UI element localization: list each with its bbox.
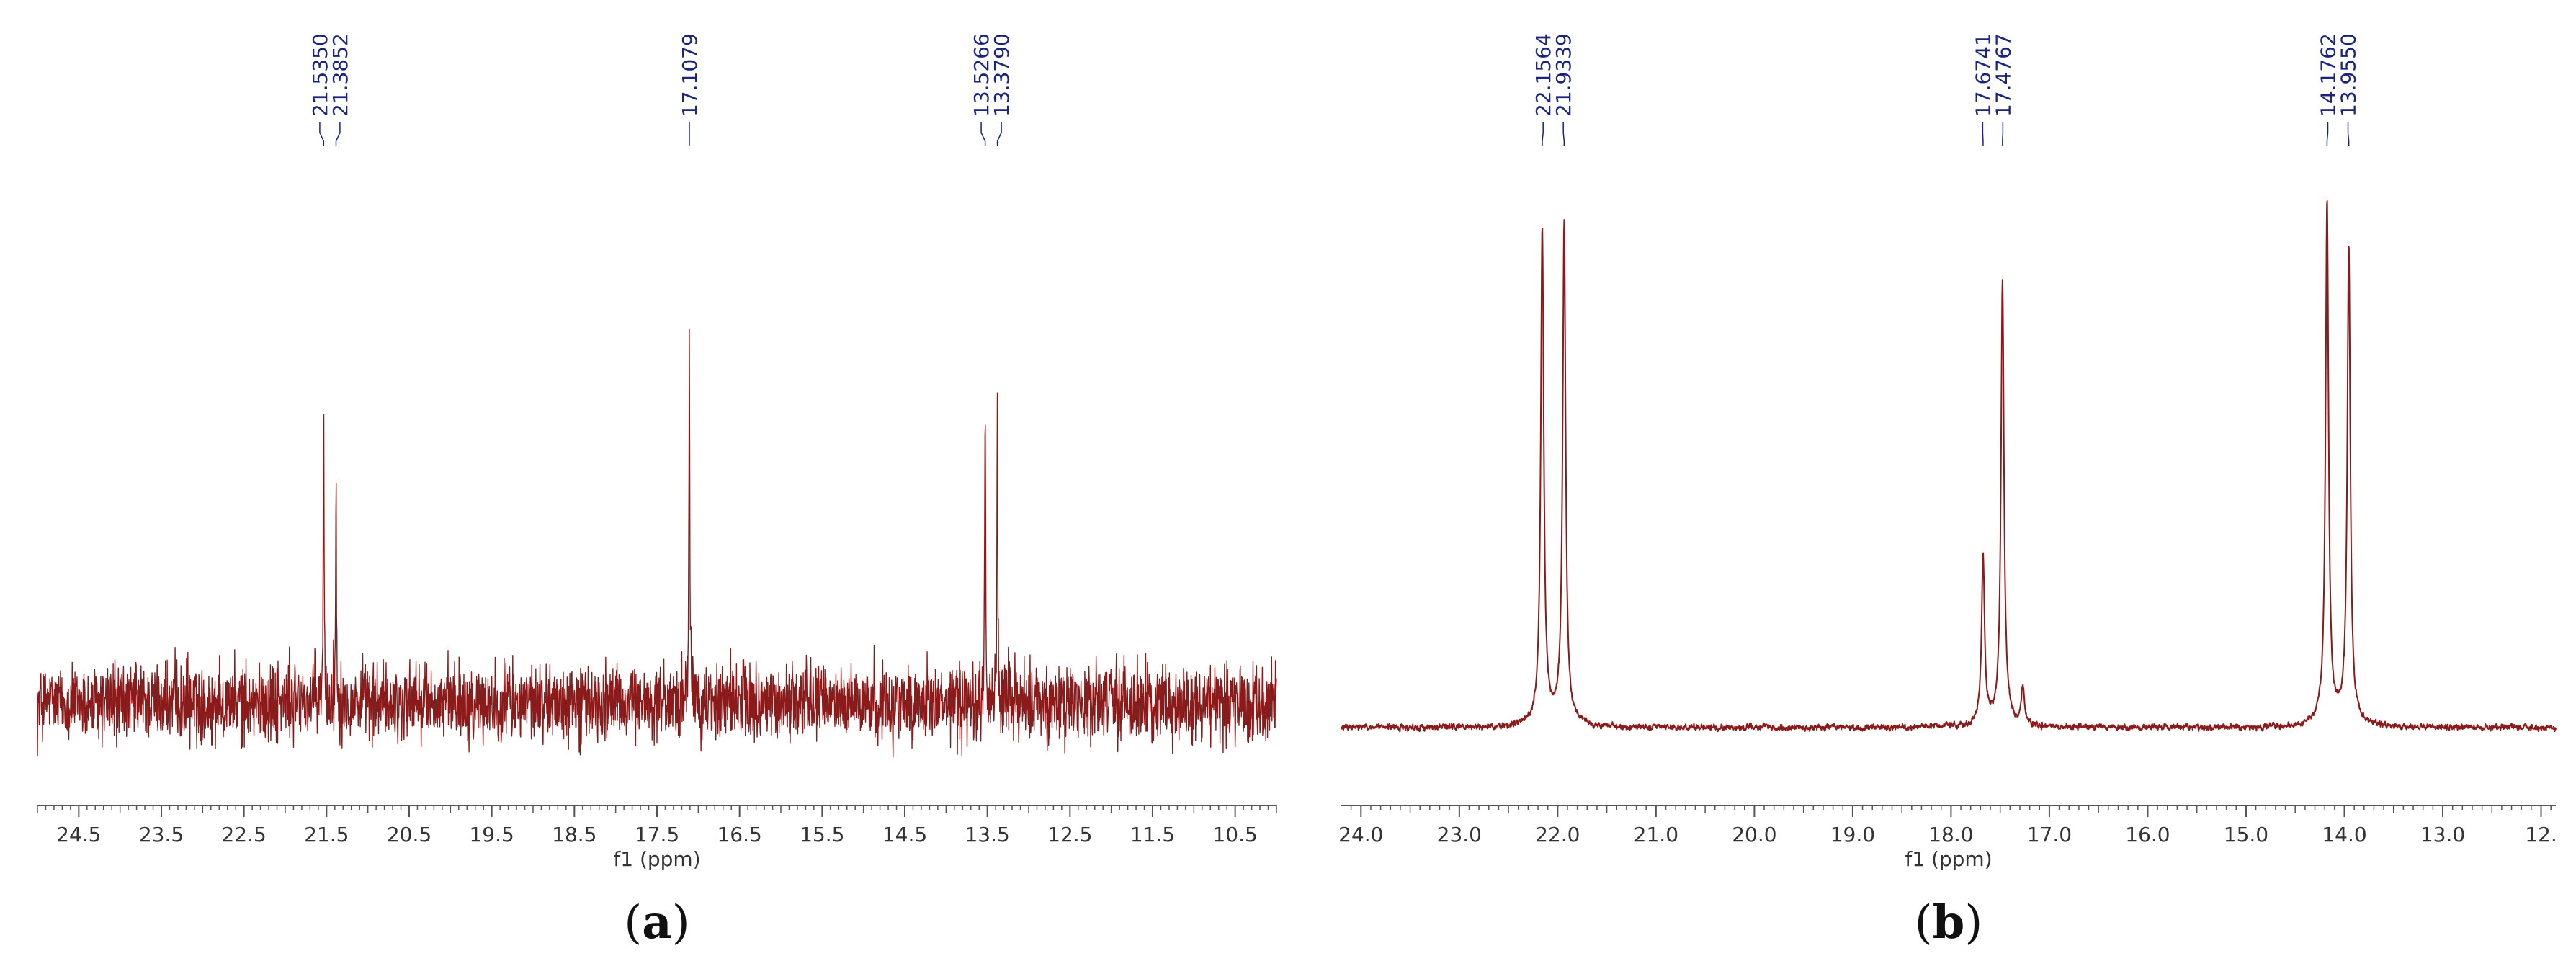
tick-label: 16.0 [2125,823,2170,846]
peak-label-connector [1982,122,1984,146]
spectrum-b-ticks: 24.0 23.0 22.0 21.0 20.0 19.0 18.0 17.0 16.0 15.0… [1338,805,2557,846]
tick-label: 20.0 [1732,823,1776,846]
tick-label: 14.5 [882,823,927,846]
peak-label-connector [996,122,1002,146]
peak-label: 13.9550 [2337,33,2361,117]
tick-label: 23.5 [139,823,184,846]
tick-label: 15.5 [800,823,844,846]
spectrum-a-x-axis-title: f1 (ppm) [613,847,700,871]
tick-label: 13.0 [2420,823,2465,846]
peak-label-connector [1562,122,1565,146]
tick-label: 22.5 [221,823,266,846]
peak-label-connector [980,122,986,146]
panel-label-a: (a) [624,895,689,950]
peak-label-connector [2347,122,2350,146]
spectrum-panel-a: 24.5 23.5 22.5 21.5 20.5 19.5 18.5 17.5 16.5 15.5… [37,33,1277,950]
spectrum-a-ticks: 24.5 23.5 22.5 21.5 20.5 19.5 18.5 17.5 16.5 15.5… [37,805,1277,846]
peak-label-connector [1542,122,1544,146]
peak-label: 17.6741 [1971,33,1995,117]
peak-label: 14.1762 [2317,33,2340,117]
tick-label: 16.5 [717,823,761,846]
peak-label: 17.4767 [1991,33,2015,117]
panel-label-b: (b) [1915,895,1983,950]
peak-label: 17.1079 [678,33,702,117]
tick-label: 21.5 [304,823,349,846]
panel-label-a-letter: a [642,895,671,950]
spectrum-panel-b: 24.0 23.0 22.0 21.0 20.0 19.0 18.0 17.0 16.0 15.0… [1338,33,2557,950]
peak-label: 21.5350 [308,33,332,117]
tick-label: 14.0 [2322,823,2366,846]
tick-label: 10.5 [1212,823,1257,846]
panel-label-b-letter: b [1933,895,1965,950]
peak-label: 21.9339 [1552,33,1575,117]
peak-label: 22.1564 [1531,33,1555,117]
tick-label: 18.0 [1928,823,1973,846]
tick-label: 24.0 [1338,823,1383,846]
spectrum-b-trace [1341,200,2557,733]
spectrum-a-plot-area [37,328,1277,758]
tick-label: 12.5 [1047,823,1092,846]
spectrum-b-x-axis-title: f1 (ppm) [1905,847,1992,871]
tick-label: 21.0 [1634,823,1678,846]
tick-label: 13.5 [965,823,1009,846]
tick-label: 17.0 [2027,823,2072,846]
tick-label: 20.5 [387,823,431,846]
tick-label: 15.0 [2224,823,2268,846]
peak-label: 13.5266 [970,33,993,117]
peak-label-connector [319,122,325,146]
tick-label: 11.5 [1130,823,1175,846]
tick-label: 17.5 [635,823,679,846]
tick-label: 19.5 [469,823,514,846]
peak-label: 13.3790 [990,33,1014,117]
spectrum-b-plot-area [1341,200,2557,733]
peak-label-connector [335,122,341,146]
peak-label: 21.3852 [328,33,352,117]
spectrum-a-trace [37,328,1277,758]
tick-label: 18.5 [552,823,596,846]
tick-label: 12. [2525,823,2557,846]
tick-label: 19.0 [1830,823,1875,846]
tick-label: 23.0 [1437,823,1482,846]
tick-label: 22.0 [1535,823,1580,846]
tick-label: 24.5 [56,823,101,846]
